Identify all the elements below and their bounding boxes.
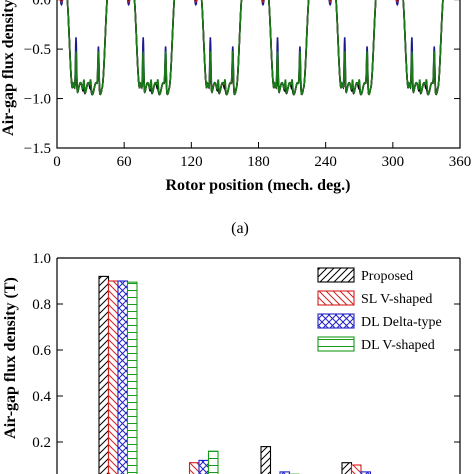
panel-a-x-tick-label: 60 <box>117 154 132 170</box>
legend-label-2: SL V-shaped <box>361 292 432 307</box>
panel-b-y-tick-label: 0.8 <box>32 297 51 313</box>
panel-a-x-tick-label: 180 <box>247 154 270 170</box>
panel-a-y-tick-label: 0.0 <box>32 0 51 9</box>
bar-2-group-1 <box>107 280 119 474</box>
bar-2-group-2 <box>188 462 200 474</box>
panel-b-y-tick-label: 0.2 <box>32 435 51 451</box>
panel-b-y-ticks: 0.2 0.4 0.6 0.8 1.0 <box>32 251 460 451</box>
panel-a-y-ticks: −1.5 −1.0 −0.5 0.0 <box>24 0 460 157</box>
legend-swatch-1 <box>317 267 355 283</box>
bar-1-group-3 <box>260 446 272 474</box>
panel-a-x-tick-label: 360 <box>449 154 472 170</box>
bar-1-group-1 <box>98 275 110 474</box>
panel-b-legend: Proposed SL V-shaped DL Delta-type DL V-sha… <box>317 267 442 353</box>
panel-a-y-tick-label: −1.0 <box>24 92 51 108</box>
panel-a-x-tick-label: 300 <box>382 154 405 170</box>
panel-a-line-chart: −1.5 −1.0 −0.5 0.0 0 60 120 180 240 300 360 Rotor… <box>0 0 471 237</box>
panel-a-y-axis-label: Air-gap flux density (T) <box>0 0 17 136</box>
panel-b-bars <box>98 275 372 474</box>
legend-label-1: Proposed <box>361 269 413 284</box>
panel-b-y-tick-label: 0.6 <box>32 343 51 359</box>
panel-a-x-tick-label: 120 <box>180 154 203 170</box>
legend-swatch-2 <box>317 290 355 306</box>
panel-a-series-line-4 <box>66 0 444 96</box>
bar-3-group-4 <box>360 471 372 474</box>
panel-a-x-axis-label: Rotor position (mech. deg.) <box>165 177 350 194</box>
bar-2-group-4 <box>350 464 362 474</box>
panel-b-bar-chart: 0.2 0.4 0.6 0.8 1.0 Air-gap flux density (T)… <box>2 251 461 474</box>
panel-a-plot-frame <box>56 0 461 149</box>
panel-a-y-tick-label: −0.5 <box>24 42 51 58</box>
panel-a-x-ticks: 0 60 120 180 240 300 360 <box>53 142 471 170</box>
bar-3-group-2 <box>198 459 210 474</box>
bar-1-group-4 <box>341 462 353 474</box>
panel-a-series-lines <box>59 0 444 96</box>
legend-swatch-4 <box>317 336 355 352</box>
bar-4-group-1 <box>126 281 138 474</box>
panel-b-y-tick-label: 1.0 <box>32 251 51 267</box>
bar-3-group-1 <box>117 280 129 474</box>
panel-a-x-tick-label: 240 <box>314 154 337 170</box>
legend-label-3: DL Delta-type <box>361 315 442 330</box>
bar-4-group-2 <box>207 450 219 474</box>
legend-label-4: DL V-shaped <box>361 338 435 353</box>
panel-a-y-tick-label: −1.5 <box>24 141 51 157</box>
panel-b-y-tick-label: 0.4 <box>32 389 51 405</box>
panel-a-x-tick-label: 0 <box>53 154 61 170</box>
legend-swatch-3 <box>317 313 355 329</box>
bar-3-group-3 <box>279 471 291 474</box>
panel-b-plot-frame <box>56 257 461 474</box>
panel-a-caption: (a) <box>231 220 249 237</box>
panel-b-y-axis-label: Air-gap flux density (T) <box>2 277 19 439</box>
